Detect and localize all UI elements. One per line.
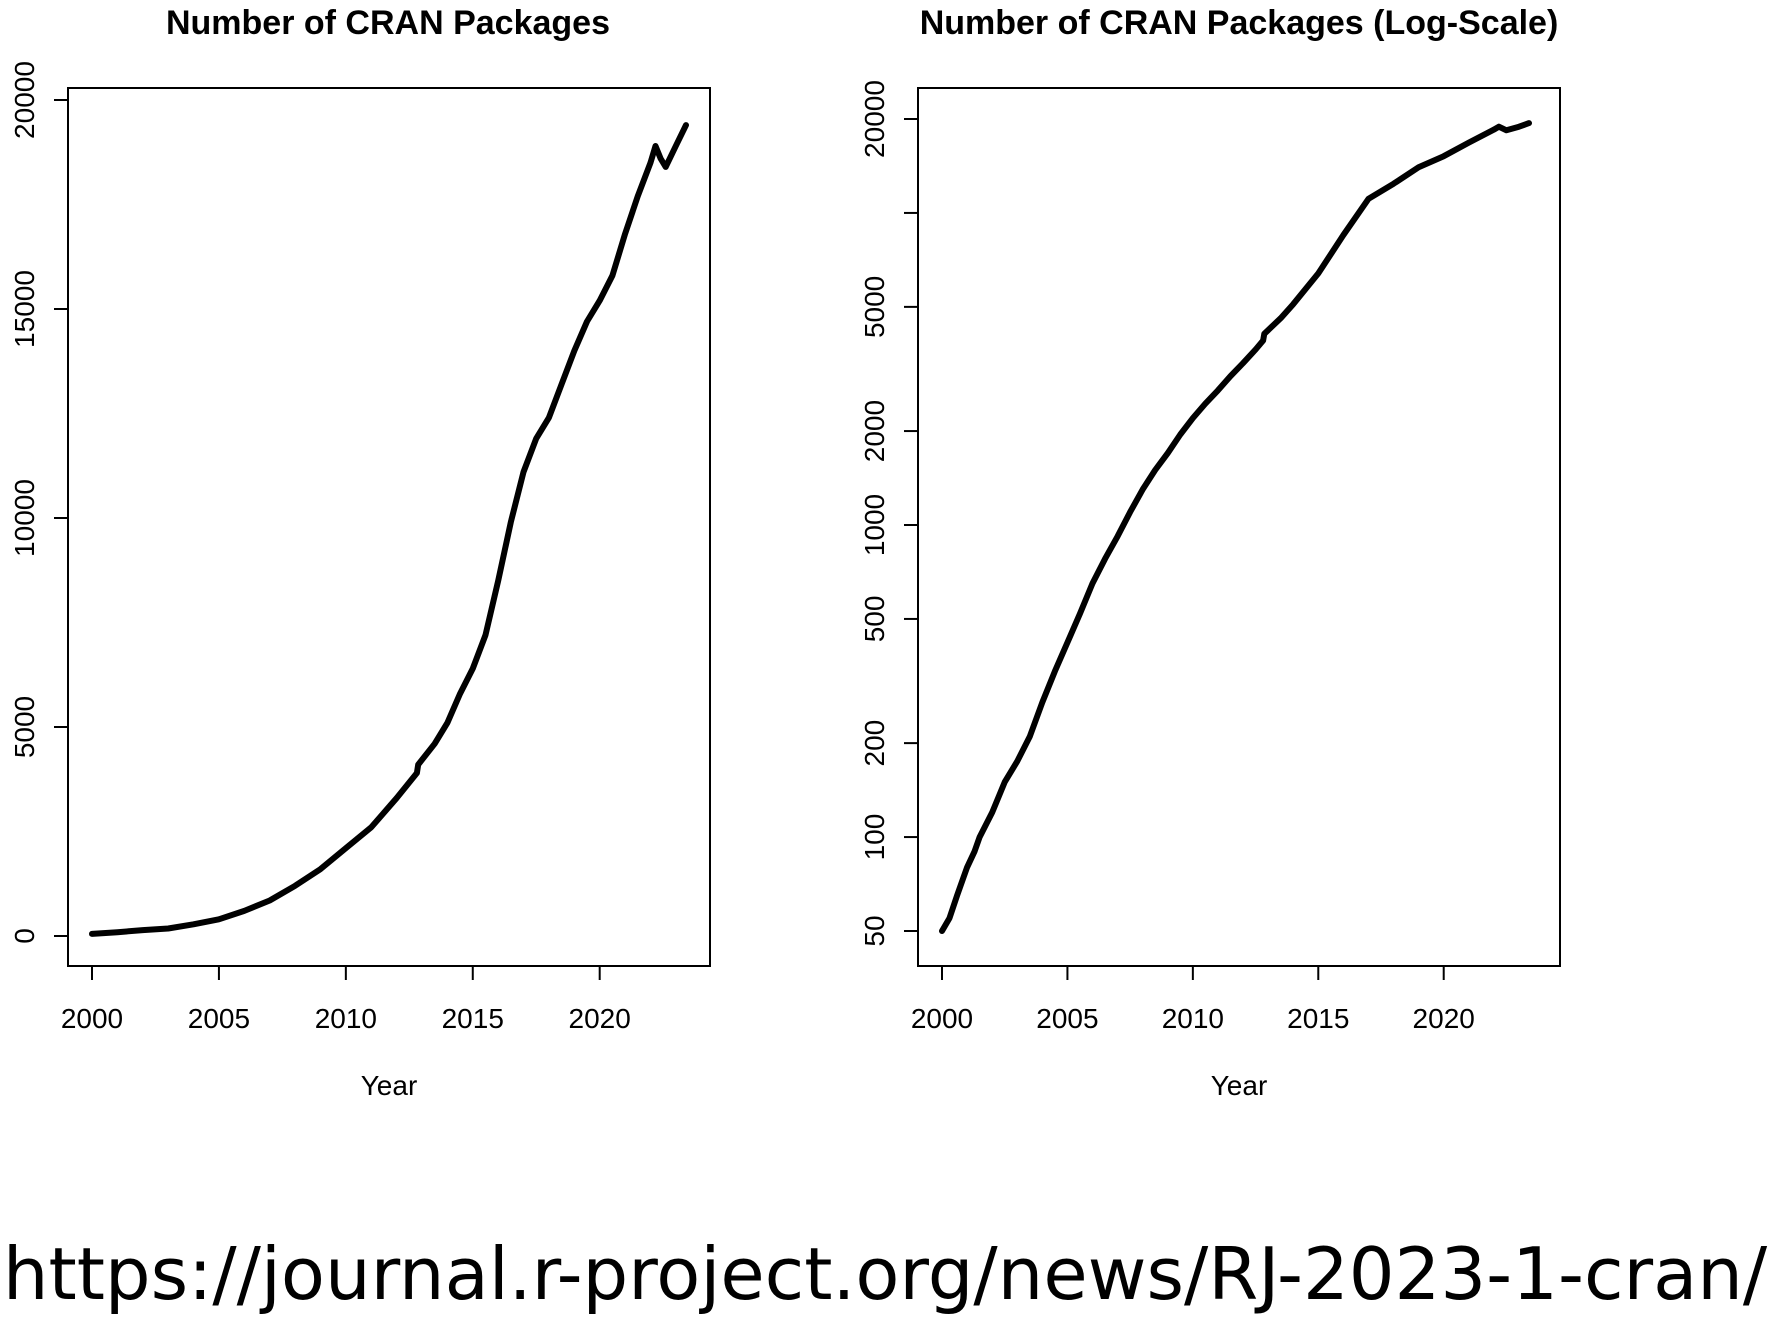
y-tick-label: 20000 <box>859 80 890 158</box>
x-tick-label: 2005 <box>1036 1003 1098 1034</box>
chart-title: Number of CRAN Packages <box>166 4 610 42</box>
y-tick-label: 20000 <box>9 61 40 139</box>
x-tick-label: 2000 <box>911 1003 973 1034</box>
x-tick-label: 2015 <box>442 1003 504 1034</box>
x-tick-label: 2020 <box>1413 1003 1475 1034</box>
y-tick-label: 0 <box>9 928 40 944</box>
y-tick-label: 5000 <box>859 276 890 338</box>
y-tick-label: 5000 <box>9 696 40 758</box>
x-tick-label: 2010 <box>1162 1003 1224 1034</box>
plot-frame <box>67 87 711 967</box>
x-axis-title: Year <box>1211 1070 1268 1101</box>
y-axis: 50 100 200 500 1000 2000 5000 20000 <box>859 80 919 947</box>
x-tick-label: 2015 <box>1287 1003 1349 1034</box>
chart-panel-linear: Number of CRAN Packages 2000 2005 2010 2015… <box>9 4 711 1101</box>
x-tick-label: 2000 <box>61 1003 123 1034</box>
chart-panel-log: Number of CRAN Packages (Log-Scale) 2000… <box>859 4 1561 1101</box>
y-tick-label: 500 <box>859 596 890 643</box>
plot-frame <box>917 87 1561 967</box>
y-axis: 0 5000 10000 15000 20000 <box>9 61 69 944</box>
y-tick-label: 15000 <box>9 270 40 348</box>
x-axis-title: Year <box>361 1070 418 1101</box>
x-axis: 2000 2005 2010 2015 2020 <box>61 965 631 1034</box>
source-url: https://journal.r-project.org/news/RJ-20… <box>2 1232 1768 1316</box>
y-tick-label: 200 <box>859 720 890 767</box>
x-tick-label: 2020 <box>569 1003 631 1034</box>
x-axis: 2000 2005 2010 2015 2020 <box>911 965 1475 1034</box>
figure: Number of CRAN Packages 2000 2005 2010 2015… <box>9 4 1561 1101</box>
series-line <box>939 120 1532 934</box>
y-tick-label: 1000 <box>859 494 890 556</box>
series-line <box>89 122 689 937</box>
chart-title: Number of CRAN Packages (Log-Scale) <box>920 4 1559 42</box>
x-tick-label: 2010 <box>315 1003 377 1034</box>
x-tick-label: 2005 <box>188 1003 250 1034</box>
y-tick-label: 100 <box>859 814 890 861</box>
y-tick-label: 50 <box>859 915 890 946</box>
y-tick-label: 10000 <box>9 479 40 557</box>
y-tick-label: 2000 <box>859 400 890 462</box>
